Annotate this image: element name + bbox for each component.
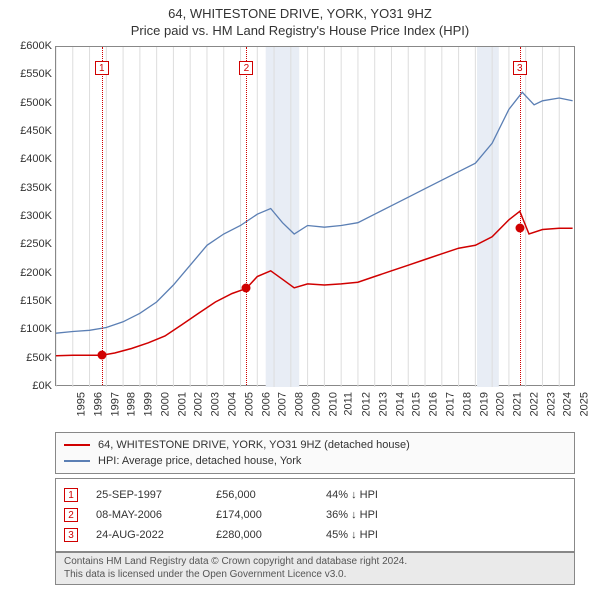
- y-tick-label: £200K: [2, 267, 52, 279]
- x-tick-label: 2002: [193, 392, 205, 416]
- sale-date: 08-MAY-2006: [96, 509, 216, 521]
- sale-date: 25-SEP-1997: [96, 489, 216, 501]
- y-tick-label: £500K: [2, 97, 52, 109]
- sale-marker-vline: [246, 47, 247, 385]
- x-tick-label: 2007: [277, 392, 289, 416]
- x-tick-label: 2009: [310, 392, 322, 416]
- chart-svg: [56, 47, 576, 387]
- x-tick-label: 2013: [377, 392, 389, 416]
- x-tick-label: 2018: [461, 392, 473, 416]
- title-block: 64, WHITESTONE DRIVE, YORK, YO31 9HZ Pri…: [0, 0, 600, 38]
- x-tick-label: 2011: [343, 392, 355, 416]
- plot-area: 1 2 3: [55, 46, 575, 386]
- legend-swatch: [64, 444, 90, 446]
- sale-price: £174,000: [216, 509, 326, 521]
- legend-item: HPI: Average price, detached house, York: [64, 453, 566, 469]
- x-tick-label: 2021: [512, 392, 524, 416]
- legend-item: 64, WHITESTONE DRIVE, YORK, YO31 9HZ (de…: [64, 437, 566, 453]
- x-tick-label: 2020: [495, 392, 507, 416]
- sale-row: 1 25-SEP-1997 £56,000 44% ↓ HPI: [64, 485, 566, 505]
- sale-marker-vline: [520, 47, 521, 385]
- y-tick-label: £0K: [2, 380, 52, 392]
- chart-container: 64, WHITESTONE DRIVE, YORK, YO31 9HZ Pri…: [0, 0, 600, 590]
- sale-marker-icon: 2: [64, 508, 78, 522]
- sale-marker-icon: 1: [64, 488, 78, 502]
- x-tick-label: 2025: [579, 392, 591, 416]
- legend-label: 64, WHITESTONE DRIVE, YORK, YO31 9HZ (de…: [98, 439, 410, 451]
- sale-marker-box: 2: [239, 61, 253, 75]
- y-tick-label: £400K: [2, 153, 52, 165]
- y-tick-label: £300K: [2, 210, 52, 222]
- legend: 64, WHITESTONE DRIVE, YORK, YO31 9HZ (de…: [55, 432, 575, 474]
- y-tick-label: £250K: [2, 238, 52, 250]
- footer-line: This data is licensed under the Open Gov…: [64, 569, 566, 582]
- x-tick-label: 2019: [478, 392, 490, 416]
- sale-row: 3 24-AUG-2022 £280,000 45% ↓ HPI: [64, 525, 566, 545]
- sale-pct: 45% ↓ HPI: [326, 529, 378, 541]
- x-tick-label: 2015: [411, 392, 423, 416]
- y-tick-label: £350K: [2, 182, 52, 194]
- sale-marker-icon: 3: [64, 528, 78, 542]
- legend-swatch: [64, 460, 90, 462]
- sale-dot: [515, 224, 524, 233]
- x-tick-label: 2022: [528, 392, 540, 416]
- y-tick-label: £50K: [2, 352, 52, 364]
- x-tick-label: 2003: [210, 392, 222, 416]
- sale-pct: 44% ↓ HPI: [326, 489, 378, 501]
- sale-row: 2 08-MAY-2006 £174,000 36% ↓ HPI: [64, 505, 566, 525]
- y-tick-label: £600K: [2, 40, 52, 52]
- footer-line: Contains HM Land Registry data © Crown c…: [64, 556, 566, 569]
- x-tick-label: 1997: [109, 392, 121, 416]
- x-tick-label: 1995: [75, 392, 87, 416]
- x-tick-label: 1996: [92, 392, 104, 416]
- sale-marker-box: 3: [513, 61, 527, 75]
- x-tick-label: 2001: [176, 392, 188, 416]
- footer-attribution: Contains HM Land Registry data © Crown c…: [55, 552, 575, 585]
- x-tick-label: 2008: [294, 392, 306, 416]
- x-tick-label: 2024: [562, 392, 574, 416]
- y-tick-label: £450K: [2, 125, 52, 137]
- sale-marker-vline: [102, 47, 103, 385]
- sale-marker-box: 1: [95, 61, 109, 75]
- legend-label: HPI: Average price, detached house, York: [98, 455, 301, 467]
- x-tick-label: 2016: [428, 392, 440, 416]
- sale-dot: [97, 351, 106, 360]
- x-tick-label: 2000: [159, 392, 171, 416]
- title-line-1: 64, WHITESTONE DRIVE, YORK, YO31 9HZ: [0, 6, 600, 21]
- sale-pct: 36% ↓ HPI: [326, 509, 378, 521]
- x-tick-label: 2017: [445, 392, 457, 416]
- sales-table: 1 25-SEP-1997 £56,000 44% ↓ HPI 2 08-MAY…: [55, 478, 575, 552]
- x-tick-label: 1999: [143, 392, 155, 416]
- x-tick-label: 2023: [545, 392, 557, 416]
- sale-dot: [242, 284, 251, 293]
- x-tick-label: 2005: [243, 392, 255, 416]
- sale-date: 24-AUG-2022: [96, 529, 216, 541]
- title-line-2: Price paid vs. HM Land Registry's House …: [0, 23, 600, 38]
- x-tick-label: 2006: [260, 392, 272, 416]
- y-tick-label: £100K: [2, 323, 52, 335]
- y-tick-label: £150K: [2, 295, 52, 307]
- x-tick-label: 2004: [226, 392, 238, 416]
- y-tick-label: £550K: [2, 68, 52, 80]
- x-tick-label: 2012: [361, 392, 373, 416]
- x-tick-label: 1998: [126, 392, 138, 416]
- x-tick-label: 2014: [394, 392, 406, 416]
- sale-price: £280,000: [216, 529, 326, 541]
- x-tick-label: 2010: [327, 392, 339, 416]
- sale-price: £56,000: [216, 489, 326, 501]
